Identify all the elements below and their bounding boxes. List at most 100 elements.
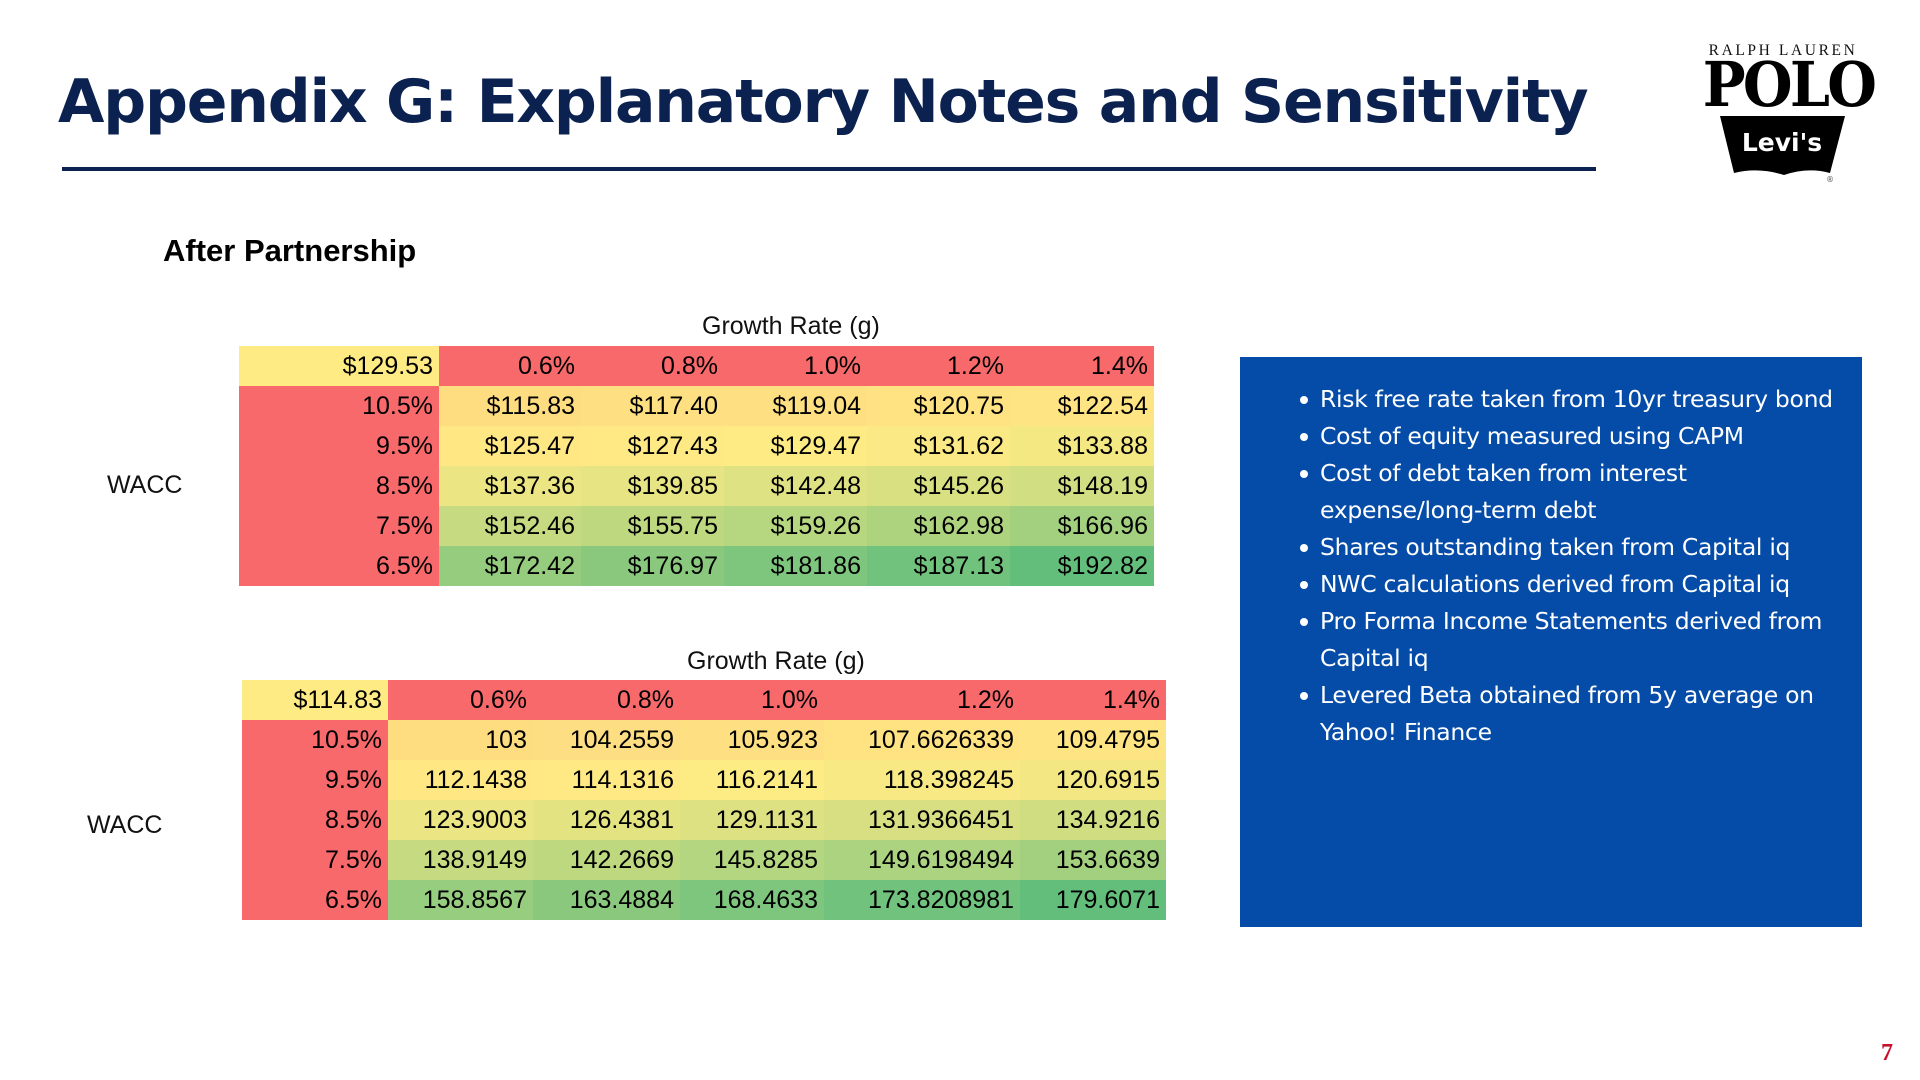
- logo-ralph-lauren-text: RALPH LAUREN: [1708, 42, 1858, 59]
- growth-rate-header: 0.6%: [388, 680, 533, 720]
- share-price-corner-cell: $114.83: [242, 680, 388, 720]
- note-item: Cost of equity measured using CAPM: [1300, 418, 1840, 455]
- note-text: Cost of debt taken from interest expense…: [1320, 459, 1687, 524]
- table-cell: 123.9003: [388, 800, 533, 840]
- table-cell: 179.6071: [1020, 880, 1166, 920]
- table-cell: 168.4633: [680, 880, 824, 920]
- wacc-row-header: 7.5%: [242, 840, 388, 880]
- wacc-row-header: 7.5%: [239, 506, 439, 546]
- table-cell: $117.40: [581, 386, 724, 426]
- section-subtitle: After Partnership: [163, 233, 417, 268]
- table-cell: 131.9366451: [824, 800, 1020, 840]
- table-row: 6.5% $172.42 $176.97 $181.86 $187.13 $19…: [239, 546, 1154, 586]
- table-cell: $145.26: [867, 466, 1010, 506]
- sensitivity-table-secondary: $114.83 0.6% 0.8% 1.0% 1.2% 1.4% 10.5% 1…: [242, 680, 1166, 920]
- growth-rate-header: 0.8%: [581, 346, 724, 386]
- table-cell: $192.82: [1010, 546, 1154, 586]
- sensitivity-table-after-partnership: $129.53 0.6% 0.8% 1.0% 1.2% 1.4% 10.5% $…: [239, 346, 1154, 586]
- table-cell: $181.86: [724, 546, 867, 586]
- table-cell: $166.96: [1010, 506, 1154, 546]
- bullet-icon: [1300, 581, 1308, 589]
- note-item: Shares outstanding taken from Capital iq: [1300, 529, 1840, 566]
- table-cell: $172.42: [439, 546, 581, 586]
- table-cell: $187.13: [867, 546, 1010, 586]
- bullet-icon: [1300, 692, 1308, 700]
- wacc-axis-label: WACC: [87, 811, 163, 839]
- growth-rate-header: 1.4%: [1010, 346, 1154, 386]
- table-cell: $119.04: [724, 386, 867, 426]
- table-cell: 104.2559: [533, 720, 680, 760]
- table-row: 9.5% $125.47 $127.43 $129.47 $131.62 $13…: [239, 426, 1154, 466]
- wacc-row-header: 6.5%: [239, 546, 439, 586]
- share-price-corner-cell: $129.53: [239, 346, 439, 386]
- table-cell: 134.9216: [1020, 800, 1166, 840]
- note-item: Cost of debt taken from interest expense…: [1300, 455, 1840, 529]
- table-cell: 149.6198494: [824, 840, 1020, 880]
- title-divider: [62, 167, 1596, 171]
- table-cell: $176.97: [581, 546, 724, 586]
- table-cell: $125.47: [439, 426, 581, 466]
- table-cell: $137.36: [439, 466, 581, 506]
- wacc-row-header: 6.5%: [242, 880, 388, 920]
- logo-polo-text: POLO: [1702, 48, 1877, 121]
- table-cell: 120.6915: [1020, 760, 1166, 800]
- wacc-axis-label: WACC: [107, 471, 183, 499]
- bullet-icon: [1300, 470, 1308, 478]
- logo-levis-text: Levi's: [1742, 128, 1822, 157]
- table-cell: $133.88: [1010, 426, 1154, 466]
- table-cell: 112.1438: [388, 760, 533, 800]
- table-cell: $115.83: [439, 386, 581, 426]
- growth-rate-header: 1.2%: [867, 346, 1010, 386]
- table-row: 9.5% 112.1438 114.1316 116.2141 118.3982…: [242, 760, 1166, 800]
- table-cell: $159.26: [724, 506, 867, 546]
- growth-rate-header: 1.4%: [1020, 680, 1166, 720]
- table-row: 10.5% $115.83 $117.40 $119.04 $120.75 $1…: [239, 386, 1154, 426]
- wacc-row-header: 10.5%: [239, 386, 439, 426]
- table-row: 8.5% $137.36 $139.85 $142.48 $145.26 $14…: [239, 466, 1154, 506]
- bullet-icon: [1300, 618, 1308, 626]
- wacc-row-header: 8.5%: [242, 800, 388, 840]
- table-cell: $142.48: [724, 466, 867, 506]
- wacc-row-header: 8.5%: [239, 466, 439, 506]
- table-cell: 173.8208981: [824, 880, 1020, 920]
- table-cell: $131.62: [867, 426, 1010, 466]
- table-cell: $129.47: [724, 426, 867, 466]
- bullet-icon: [1300, 433, 1308, 441]
- table-cell: $162.98: [867, 506, 1010, 546]
- table-cell: 145.8285: [680, 840, 824, 880]
- table-cell: 158.8567: [388, 880, 533, 920]
- table-row: 7.5% 138.9149 142.2669 145.8285 149.6198…: [242, 840, 1166, 880]
- table-row: 7.5% $152.46 $155.75 $159.26 $162.98 $16…: [239, 506, 1154, 546]
- table-cell: 118.398245: [824, 760, 1020, 800]
- note-item: Levered Beta obtained from 5y average on…: [1300, 677, 1840, 751]
- page-number: 7: [1881, 1040, 1893, 1066]
- table-header-row: $129.53 0.6% 0.8% 1.0% 1.2% 1.4%: [239, 346, 1154, 386]
- table-cell: 163.4884: [533, 880, 680, 920]
- table-cell: 105.923: [680, 720, 824, 760]
- table-cell: $152.46: [439, 506, 581, 546]
- wacc-row-header: 9.5%: [242, 760, 388, 800]
- table-header-row: $114.83 0.6% 0.8% 1.0% 1.2% 1.4%: [242, 680, 1166, 720]
- table-cell: 109.4795: [1020, 720, 1166, 760]
- note-item: NWC calculations derived from Capital iq: [1300, 566, 1840, 603]
- notes-list: Risk free rate taken from 10yr treasury …: [1300, 381, 1840, 751]
- table-cell: 129.1131: [680, 800, 824, 840]
- wacc-row-header: 10.5%: [242, 720, 388, 760]
- note-text: Pro Forma Income Statements derived from…: [1320, 607, 1823, 672]
- table-cell: 126.4381: [533, 800, 680, 840]
- bullet-icon: [1300, 544, 1308, 552]
- table-cell: 138.9149: [388, 840, 533, 880]
- table-cell: 107.6626339: [824, 720, 1020, 760]
- growth-rate-axis-label: Growth Rate (g): [687, 647, 865, 675]
- table-row: 8.5% 123.9003 126.4381 129.1131 131.9366…: [242, 800, 1166, 840]
- note-text: Risk free rate taken from 10yr treasury …: [1320, 385, 1833, 413]
- table-cell: $155.75: [581, 506, 724, 546]
- table-cell: $122.54: [1010, 386, 1154, 426]
- table-row: 10.5% 103 104.2559 105.923 107.6626339 1…: [242, 720, 1166, 760]
- growth-rate-header: 0.8%: [533, 680, 680, 720]
- growth-rate-header: 1.0%: [680, 680, 824, 720]
- table-cell: 116.2141: [680, 760, 824, 800]
- table-cell: 153.6639: [1020, 840, 1166, 880]
- growth-rate-header: 1.2%: [824, 680, 1020, 720]
- table-cell: $148.19: [1010, 466, 1154, 506]
